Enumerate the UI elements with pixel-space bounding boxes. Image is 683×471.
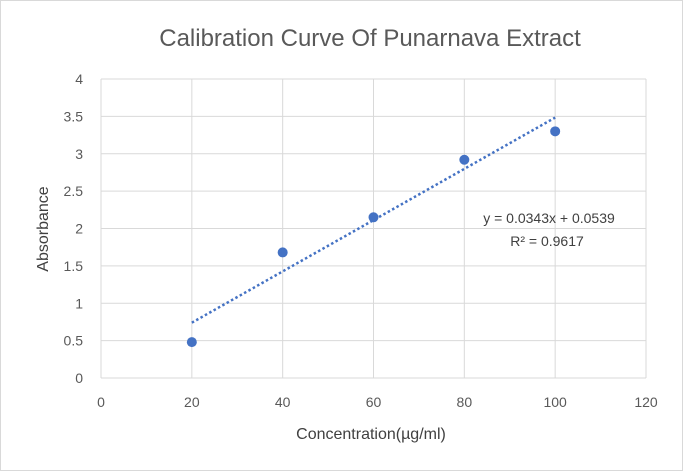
tick-labels: 00.511.522.533.540 20 40 60 80 100 120 bbox=[64, 71, 658, 410]
trendline-equation: y = 0.0343x + 0.0539 bbox=[483, 210, 615, 226]
y-tick-label: 0.5 bbox=[64, 333, 84, 349]
y-tick-label: 4 bbox=[75, 71, 83, 87]
y-axis-title: Absorbance bbox=[35, 186, 52, 271]
data-points bbox=[186, 126, 561, 348]
y-tick-label: 1.5 bbox=[64, 258, 84, 274]
x-tick-label: 60 bbox=[366, 394, 382, 410]
x-tick-label: 20 bbox=[184, 394, 200, 410]
chart-title: Calibration Curve Of Punarnava Extract bbox=[159, 25, 581, 52]
y-tick-label: 0 bbox=[75, 370, 83, 386]
y-tick-label: 3.5 bbox=[64, 108, 84, 124]
data-point bbox=[459, 154, 470, 165]
x-tick-label: 120 bbox=[634, 394, 658, 410]
y-tick-label: 2.5 bbox=[64, 183, 84, 199]
data-point bbox=[550, 126, 561, 137]
x-tick-label: 80 bbox=[457, 394, 473, 410]
y-tick-label: 2 bbox=[75, 221, 83, 237]
data-point bbox=[368, 212, 379, 223]
gridlines bbox=[100, 78, 647, 379]
trendline-r-squared: R² = 0.9617 bbox=[510, 233, 584, 249]
data-point bbox=[186, 337, 197, 348]
x-tick-label: 40 bbox=[275, 394, 291, 410]
x-tick-label: 100 bbox=[543, 394, 567, 410]
y-tick-label: 3 bbox=[75, 146, 83, 162]
x-axis-title: Concentration(µg/ml) bbox=[296, 426, 446, 443]
x-tick-label: 0 bbox=[97, 394, 105, 410]
data-point bbox=[277, 247, 288, 258]
y-tick-label: 1 bbox=[75, 295, 83, 311]
